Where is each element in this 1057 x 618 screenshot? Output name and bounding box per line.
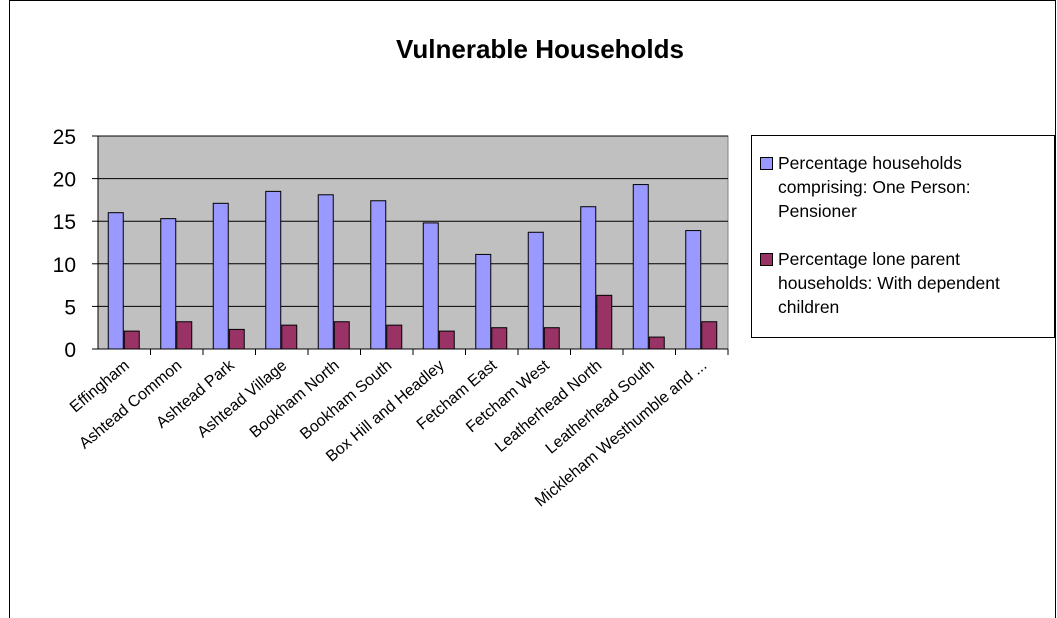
legend-swatch-pensioner: [760, 157, 773, 170]
bar-pensioner: [475, 253, 492, 350]
legend-item-lone-parent: Percentage lone parent households: With …: [760, 247, 1054, 319]
bar-lone-parent: [333, 321, 350, 350]
bar-lone-parent: [491, 327, 508, 350]
x-tick-label: Ashtead Village: [194, 357, 290, 441]
legend-label-pensioner: Percentage households comprising: One Pe…: [778, 153, 971, 221]
chart-frame: [9, 0, 1056, 618]
bar-lone-parent: [228, 328, 245, 350]
x-tick-label: Bookham South: [297, 357, 395, 443]
bar-lone-parent: [701, 321, 718, 350]
bar-lone-parent: [648, 336, 665, 350]
bar-pensioner: [685, 230, 702, 350]
bar-lone-parent: [438, 330, 455, 350]
bar-lone-parent: [123, 330, 140, 350]
y-tick-label: 5: [64, 296, 76, 319]
y-tick-label: 20: [53, 169, 76, 192]
bar-pensioner: [580, 206, 597, 350]
bar-pensioner: [212, 202, 229, 350]
y-tick-label: 25: [53, 126, 76, 149]
bar-pensioner: [265, 190, 282, 350]
plot-background: [97, 135, 729, 350]
bar-lone-parent: [176, 321, 193, 350]
x-tick-label: Bookham North: [247, 357, 343, 441]
legend-item-pensioner: Percentage households comprising: One Pe…: [760, 151, 1054, 223]
bar-pensioner: [527, 231, 544, 350]
legend-swatch-lone-parent: [760, 253, 773, 266]
legend-label-lone-parent: Percentage lone parent households: With …: [778, 249, 1000, 317]
bar-lone-parent: [281, 324, 298, 350]
y-tick-label: 10: [53, 254, 76, 277]
y-tick-label: 15: [53, 211, 76, 234]
bar-lone-parent: [543, 327, 560, 350]
y-tick-label: 0: [64, 339, 76, 362]
bar-pensioner: [107, 212, 124, 350]
bar-lone-parent: [386, 324, 403, 350]
bar-pensioner: [160, 218, 177, 350]
bar-pensioner: [317, 194, 334, 350]
bar-lone-parent: [596, 294, 613, 350]
legend: Percentage households comprising: One Pe…: [751, 135, 1055, 338]
bar-pensioner: [422, 222, 439, 350]
chart-title: Vulnerable Households: [396, 34, 684, 64]
bar-pensioner: [370, 200, 387, 350]
bar-pensioner: [632, 184, 649, 350]
